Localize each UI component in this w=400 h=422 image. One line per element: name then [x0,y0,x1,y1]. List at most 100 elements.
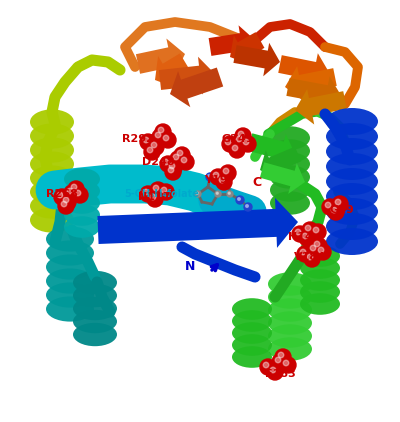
Circle shape [143,137,149,143]
Circle shape [215,191,221,197]
Circle shape [67,188,73,194]
Circle shape [246,205,248,207]
Ellipse shape [64,180,100,202]
Circle shape [68,181,84,197]
Circle shape [144,144,160,160]
Circle shape [238,131,244,137]
Circle shape [228,192,230,194]
Circle shape [292,226,308,242]
Text: V184: V184 [294,252,326,262]
Circle shape [163,135,169,141]
Ellipse shape [73,323,117,346]
Ellipse shape [30,151,74,176]
Text: G241: G241 [222,134,254,144]
Circle shape [213,172,219,178]
Circle shape [143,189,149,195]
Circle shape [297,246,313,262]
FancyArrow shape [234,43,280,76]
Ellipse shape [268,285,312,309]
Ellipse shape [232,322,272,344]
Ellipse shape [30,207,74,233]
Circle shape [152,129,168,145]
Ellipse shape [326,183,378,210]
Ellipse shape [326,168,378,195]
Circle shape [160,132,176,148]
Ellipse shape [326,108,378,135]
Ellipse shape [232,310,272,332]
Circle shape [168,167,174,173]
Circle shape [313,227,319,233]
Circle shape [208,175,210,177]
Circle shape [307,254,313,260]
Circle shape [210,169,226,185]
Text: 5-CH₃H₄folate: 5-CH₃H₄folate [124,189,199,199]
Text: G19: G19 [330,205,355,215]
Circle shape [310,245,316,251]
Circle shape [150,194,156,200]
Circle shape [64,185,80,201]
Circle shape [216,192,218,194]
Circle shape [310,224,326,240]
FancyArrow shape [248,133,295,167]
Ellipse shape [64,192,100,214]
Circle shape [305,225,311,231]
Circle shape [158,184,174,200]
FancyArrow shape [260,162,305,194]
Circle shape [244,203,252,211]
Circle shape [325,202,331,208]
Ellipse shape [300,257,340,279]
Ellipse shape [270,139,310,163]
Circle shape [71,184,77,190]
Circle shape [150,182,166,198]
Ellipse shape [270,165,310,189]
Circle shape [151,142,157,148]
Ellipse shape [270,191,310,215]
Ellipse shape [326,138,378,165]
Circle shape [233,133,249,149]
Circle shape [238,197,240,200]
Circle shape [335,199,341,205]
Ellipse shape [268,337,312,361]
Circle shape [160,156,176,172]
Circle shape [169,163,175,169]
FancyArrow shape [278,53,330,89]
FancyArrow shape [209,25,255,59]
Circle shape [236,136,242,142]
Circle shape [223,168,229,174]
Circle shape [295,229,301,235]
Ellipse shape [46,296,94,322]
Circle shape [54,189,70,205]
Circle shape [235,128,251,144]
Circle shape [220,165,236,181]
Ellipse shape [326,228,378,255]
Circle shape [58,198,74,214]
Ellipse shape [30,179,74,205]
Circle shape [302,233,308,239]
Ellipse shape [326,123,378,150]
Circle shape [300,249,306,255]
FancyArrow shape [285,66,337,102]
Ellipse shape [270,179,310,202]
Circle shape [155,124,171,140]
FancyArrow shape [260,146,301,180]
Circle shape [332,196,348,212]
Circle shape [75,190,81,196]
Ellipse shape [64,168,100,190]
Ellipse shape [232,298,272,320]
Ellipse shape [326,198,378,225]
Circle shape [322,199,338,215]
Circle shape [173,154,179,160]
FancyArrow shape [295,89,347,124]
Circle shape [299,230,315,246]
Circle shape [222,136,238,152]
Circle shape [243,139,249,145]
Ellipse shape [268,311,312,335]
Ellipse shape [268,324,312,348]
Ellipse shape [64,204,100,226]
Circle shape [181,157,187,163]
FancyArrow shape [159,57,215,95]
Ellipse shape [268,298,312,322]
Ellipse shape [268,272,312,296]
Ellipse shape [46,254,94,280]
Circle shape [170,151,186,167]
